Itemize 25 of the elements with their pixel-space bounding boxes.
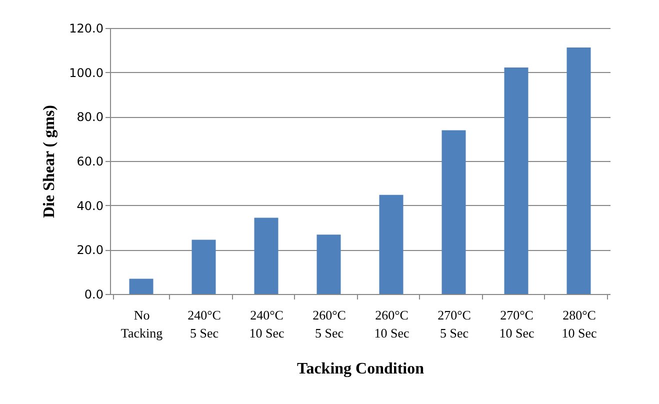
x-tick-label: No Tacking (120, 308, 164, 340)
y-tick-label: 80.0 (76, 110, 104, 124)
y-axis-title: Die Shear ( gms) (41, 104, 58, 218)
bar (316, 234, 341, 294)
x-tick-label: 270°C 10 Sec (499, 308, 534, 340)
x-tick-label: 270°C 5 Sec (438, 308, 471, 340)
y-tick-label: 20.0 (76, 243, 104, 258)
x-tick-label: 240°C 5 Sec (188, 308, 221, 340)
x-tick-label: 260°C 5 Sec (312, 308, 346, 340)
bar (379, 194, 404, 294)
x-axis-title: Tacking Condition (296, 360, 424, 378)
bar (504, 67, 528, 294)
x-tick-label: 240°C 10 Sec (249, 308, 284, 340)
x-tick-label: 260°C 10 Sec (374, 308, 410, 340)
bar (566, 48, 591, 294)
y-tick-label: 60.0 (76, 154, 104, 168)
bar (254, 218, 278, 294)
bar (192, 240, 216, 294)
bar (442, 130, 466, 294)
bar (129, 278, 154, 294)
y-tick-label: 0.0 (84, 288, 104, 302)
x-tick-label: 280°C 10 Sec (562, 308, 597, 340)
y-tick-label: 40.0 (76, 198, 104, 213)
y-tick-label: 120.0 (69, 22, 104, 36)
y-tick-label: 100.0 (69, 66, 104, 80)
